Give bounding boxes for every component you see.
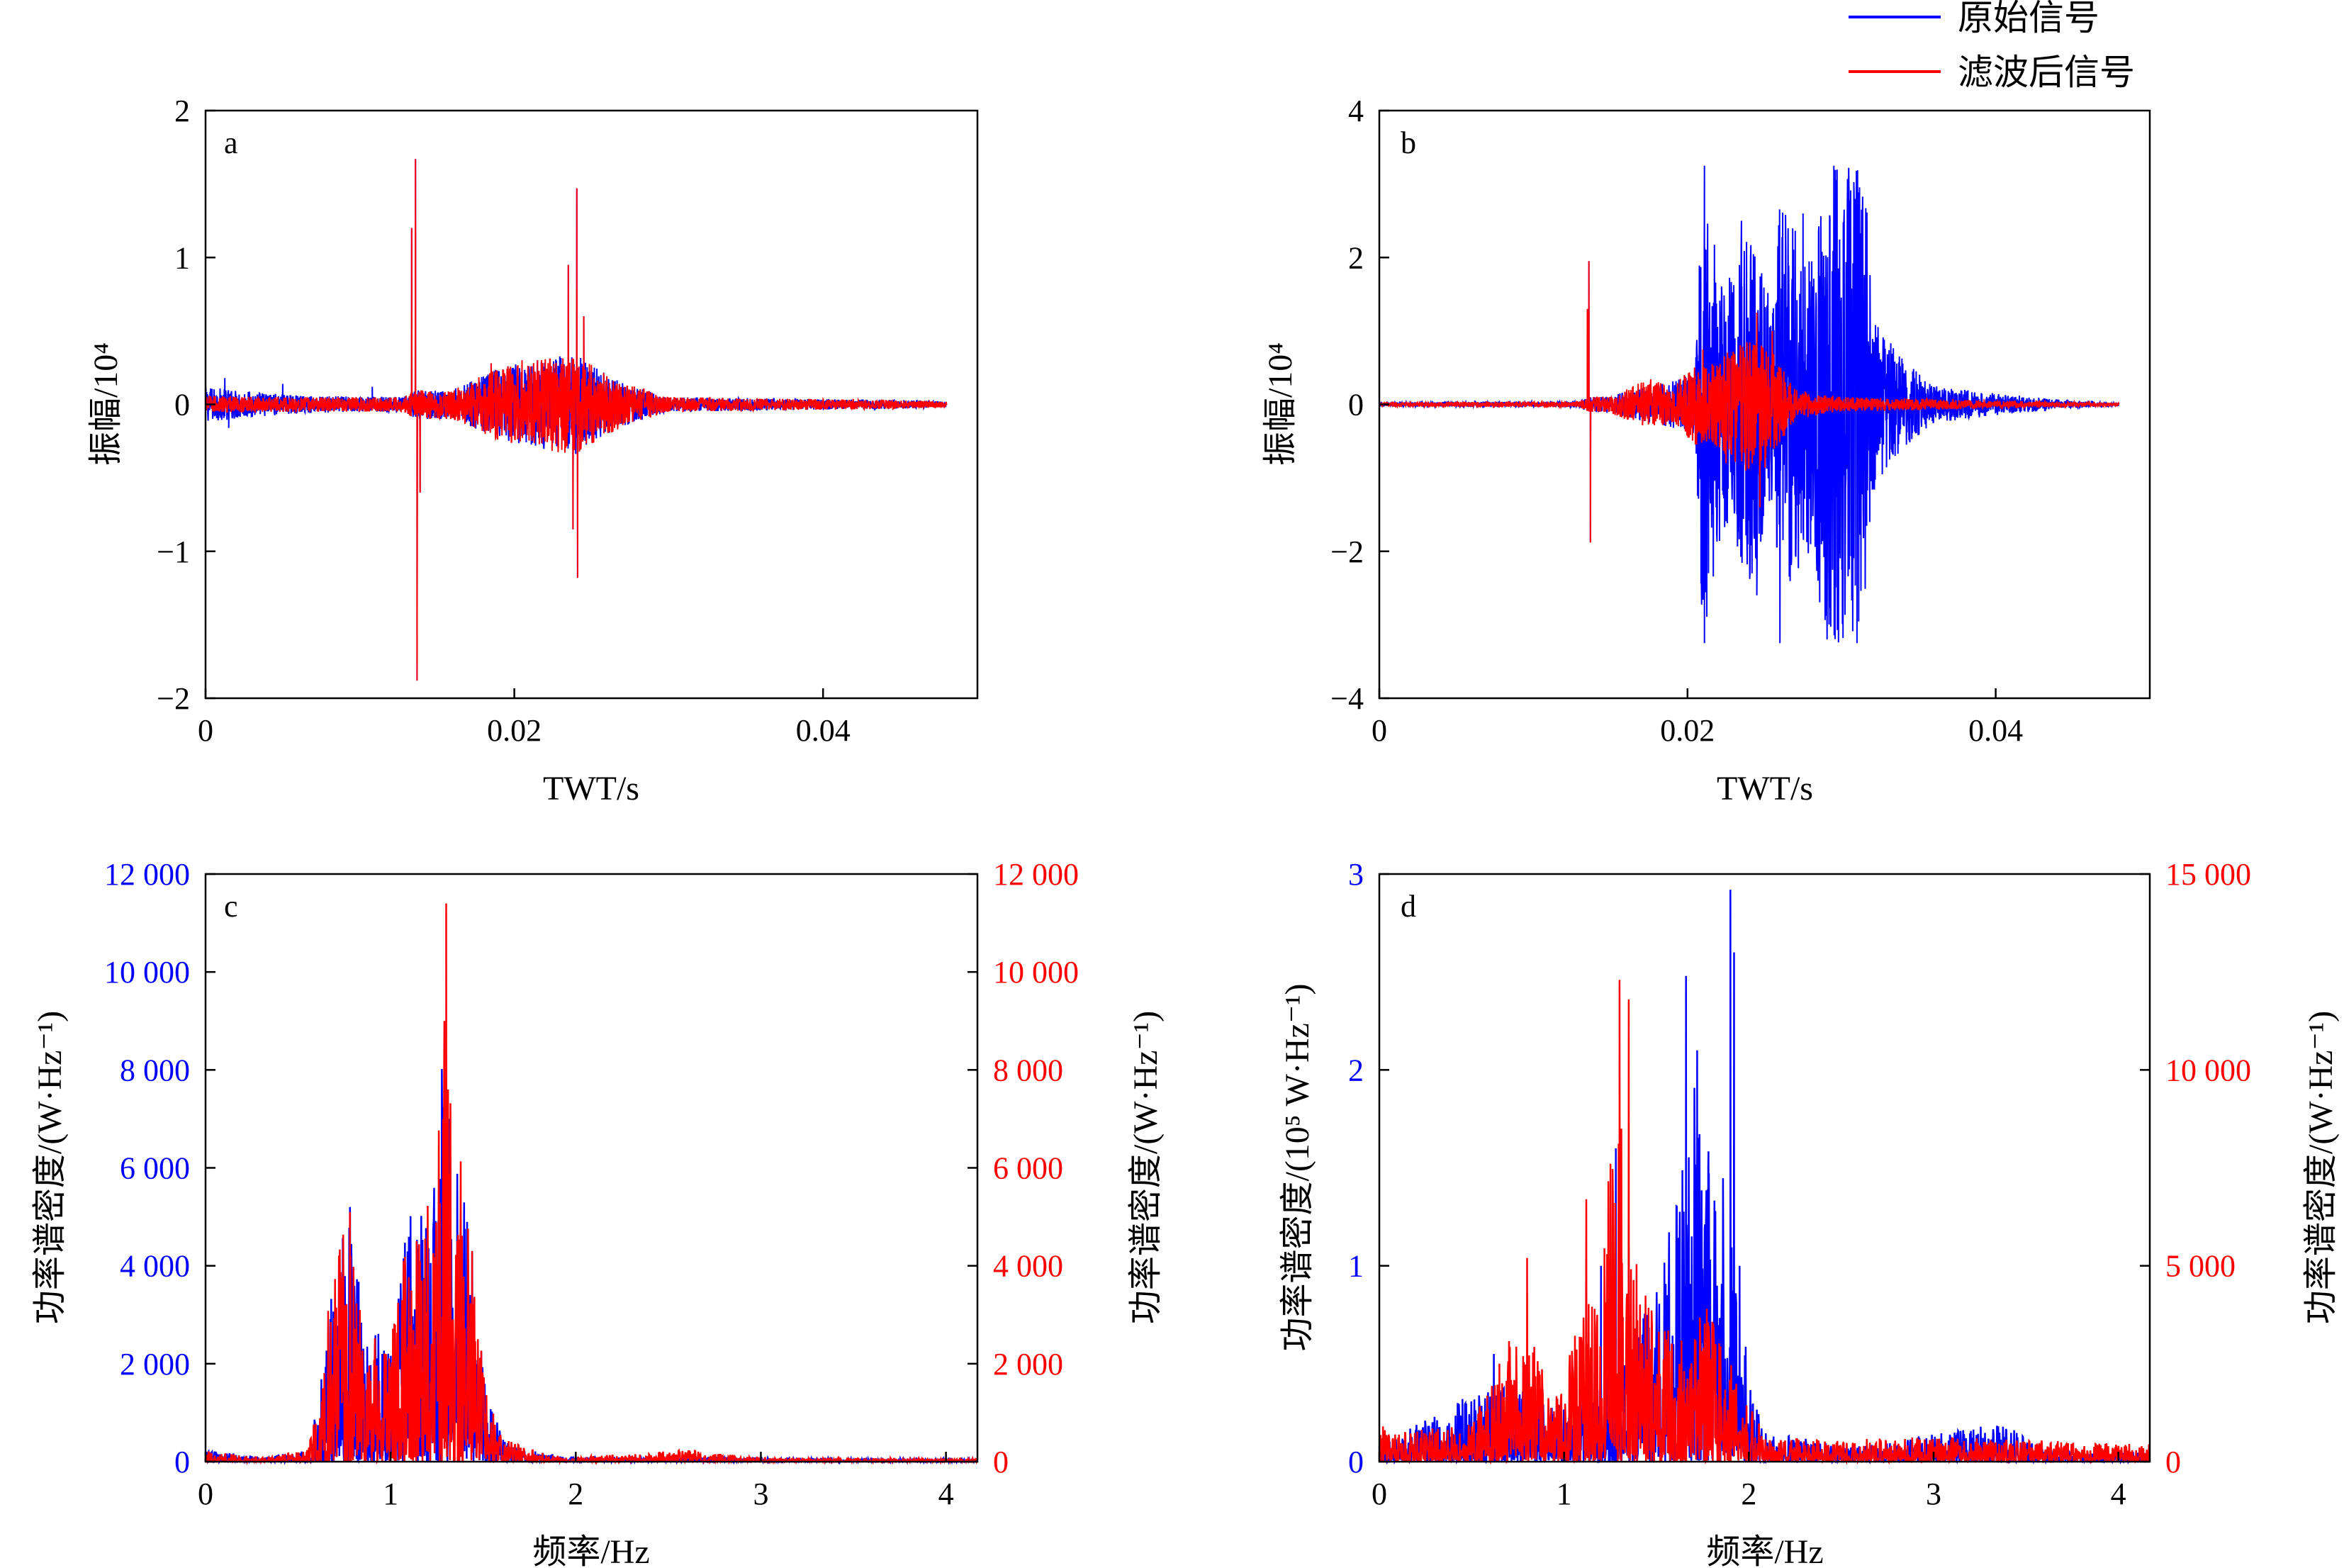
panel-a-label: a bbox=[224, 125, 238, 160]
panel-a-xlabel: TWT/s bbox=[543, 770, 639, 807]
panel-d-ylabel-right: 功率谱密度/(W·Hz⁻¹) bbox=[2302, 1011, 2340, 1324]
panel-b-ticks: 0 0.02 0.04 −4 −2 0 2 4 bbox=[1330, 94, 2023, 748]
panel-d-xtick-label-0: 0 bbox=[1372, 1477, 1387, 1511]
legend: 原始信号 滤波后信号 bbox=[1849, 0, 2135, 92]
panel-d-series-original bbox=[1378, 890, 2151, 1465]
panel-c: 0 1 2 3 4 0 2 000 4 000 6 000 8 000 10 000 12 000 0 2… bbox=[31, 857, 1165, 1568]
panel-a-series bbox=[205, 159, 948, 681]
panel-c-ytick-left-label-4: 8 000 bbox=[120, 1053, 190, 1087]
panel-c-ylabel-left: 功率谱密度/(W·Hz⁻¹) bbox=[31, 1011, 69, 1324]
panel-a-ytick-label-0: −2 bbox=[157, 681, 190, 716]
panel-b-series bbox=[1379, 165, 2120, 644]
panel-c-ytick-left-label-6: 12 000 bbox=[104, 857, 190, 892]
panel-c-xtick-label-0: 0 bbox=[198, 1477, 213, 1511]
panel-a-ytick-label-4: 2 bbox=[174, 94, 190, 128]
panel-c-xlabel: 频率/Hz bbox=[532, 1533, 649, 1568]
panel-d-xlabel: 频率/Hz bbox=[1706, 1533, 1823, 1568]
panel-b-ytick-label-4: 4 bbox=[1348, 94, 1364, 128]
panel-a-xtick-label-1: 0.02 bbox=[487, 713, 542, 748]
panel-b-ytick-label-0: −4 bbox=[1330, 681, 1364, 716]
panel-c-xtick-label-3: 3 bbox=[753, 1477, 768, 1511]
panel-b-xtick-label-2: 0.04 bbox=[1968, 713, 2023, 748]
panel-a-ytick-label-1: −1 bbox=[157, 534, 190, 569]
panel-a-xtick-label-0: 0 bbox=[198, 713, 213, 748]
panel-d-xtick-label-2: 2 bbox=[1741, 1477, 1756, 1511]
panel-b-label: b bbox=[1401, 125, 1416, 160]
panel-c-ytick-right-label-2: 4 000 bbox=[993, 1249, 1063, 1284]
panel-b-xtick-label-1: 0.02 bbox=[1660, 713, 1715, 748]
panel-d-ylabel-left: 功率谱密度/(10⁵ W·Hz⁻¹) bbox=[1279, 983, 1316, 1351]
panel-b: 0 0.02 0.04 −4 −2 0 2 4 b TWT/s 振幅/10⁴ bbox=[1262, 94, 2151, 807]
panel-b-xtick-label-0: 0 bbox=[1372, 713, 1387, 748]
panel-b-series-filtered bbox=[1379, 261, 2120, 543]
panel-a-ytick-label-2: 0 bbox=[174, 388, 190, 422]
panel-d-ticks: 0 1 2 3 4 0 1 2 3 0 5 000 10 000 15 000 bbox=[1348, 857, 2251, 1511]
panel-d-xtick-label-3: 3 bbox=[1926, 1477, 1941, 1511]
panel-c-ytick-right-label-4: 8 000 bbox=[993, 1053, 1063, 1087]
panel-c-ticks: 0 1 2 3 4 0 2 000 4 000 6 000 8 000 10 000 12 000 0 2… bbox=[104, 857, 1079, 1511]
panel-b-ytick-label-2: 0 bbox=[1348, 388, 1364, 422]
panel-d-xtick-label-4: 4 bbox=[2111, 1477, 2126, 1511]
panel-c-label: c bbox=[224, 889, 238, 924]
panel-b-ytick-label-1: −2 bbox=[1330, 534, 1364, 569]
panel-b-ytick-label-3: 2 bbox=[1348, 240, 1364, 275]
panel-c-ytick-left-label-1: 2 000 bbox=[120, 1347, 190, 1382]
panel-d-ytick-right-label-3: 15 000 bbox=[2165, 857, 2251, 892]
panel-d-ytick-left-label-2: 2 bbox=[1348, 1053, 1364, 1087]
panel-c-ytick-left-label-2: 4 000 bbox=[120, 1249, 190, 1284]
panel-c-ytick-right-label-5: 10 000 bbox=[993, 955, 1079, 990]
panel-c-ytick-right-label-0: 0 bbox=[993, 1445, 1009, 1479]
panel-c-ytick-right-label-1: 2 000 bbox=[993, 1347, 1063, 1382]
panel-c-ytick-left-label-3: 6 000 bbox=[120, 1151, 190, 1186]
panel-d-frame bbox=[1378, 873, 2151, 1463]
panel-a-xtick-label-2: 0.04 bbox=[796, 713, 851, 748]
panel-c-frame bbox=[204, 873, 979, 1463]
panel-d-ytick-right-label-1: 5 000 bbox=[2165, 1249, 2236, 1284]
panel-c-ytick-left-label-0: 0 bbox=[174, 1445, 190, 1479]
panel-c-ytick-left-label-5: 10 000 bbox=[104, 955, 190, 990]
panel-d-series-filtered bbox=[1378, 980, 2151, 1465]
panel-a-ticks: 0 0.02 0.04 −2 −1 0 1 2 bbox=[157, 94, 851, 748]
panel-d: 0 1 2 3 4 0 1 2 3 0 5 000 10 000 15 000 d 频率/Hz 功率谱密… bbox=[1279, 857, 2340, 1568]
panel-c-ytick-right-label-6: 12 000 bbox=[993, 857, 1079, 892]
legend-label-original: 原始信号 bbox=[1958, 0, 2099, 38]
panel-d-xtick-label-1: 1 bbox=[1557, 1477, 1572, 1511]
panel-c-ylabel-right: 功率谱密度/(W·Hz⁻¹) bbox=[1127, 1011, 1165, 1324]
panel-c-series-filtered bbox=[204, 903, 979, 1465]
panel-d-label: d bbox=[1401, 889, 1416, 924]
panel-d-series bbox=[1378, 890, 2151, 1465]
panel-d-ytick-right-label-2: 10 000 bbox=[2165, 1053, 2251, 1087]
panel-c-ytick-right-label-3: 6 000 bbox=[993, 1151, 1063, 1186]
panel-d-ytick-left-label-1: 1 bbox=[1348, 1249, 1364, 1284]
panel-d-ytick-left-label-0: 0 bbox=[1348, 1445, 1364, 1479]
panel-d-ytick-right-label-0: 0 bbox=[2165, 1445, 2181, 1479]
panel-a-series-filtered bbox=[205, 159, 948, 681]
panel-a-ytick-label-3: 1 bbox=[174, 240, 190, 275]
panel-c-xtick-label-4: 4 bbox=[938, 1477, 954, 1511]
panel-a: 0 0.02 0.04 −2 −1 0 1 2 a TWT/s 振幅/10⁴ bbox=[87, 94, 979, 807]
panel-c-xtick-label-1: 1 bbox=[383, 1477, 398, 1511]
panel-c-xtick-label-2: 2 bbox=[568, 1477, 583, 1511]
panel-a-ylabel: 振幅/10⁴ bbox=[87, 342, 125, 466]
legend-label-filtered: 滤波后信号 bbox=[1958, 52, 2135, 92]
panel-c-series bbox=[204, 903, 979, 1465]
panel-d-ytick-left-label-3: 3 bbox=[1348, 857, 1364, 892]
panel-b-ylabel: 振幅/10⁴ bbox=[1262, 342, 1299, 466]
panel-b-xlabel: TWT/s bbox=[1717, 770, 1813, 807]
